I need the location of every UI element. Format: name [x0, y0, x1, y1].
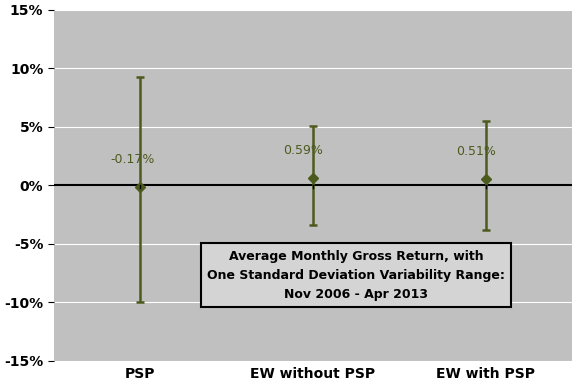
Text: 0.59%: 0.59% [283, 144, 323, 157]
Text: PSP: PSP [125, 367, 156, 381]
Text: -0.17%: -0.17% [111, 153, 155, 166]
Text: EW without PSP: EW without PSP [250, 367, 376, 381]
Text: EW with PSP: EW with PSP [436, 367, 535, 381]
Text: 0.51%: 0.51% [456, 145, 496, 158]
Text: Average Monthly Gross Return, with
One Standard Deviation Variability Range:
Nov: Average Monthly Gross Return, with One S… [207, 250, 505, 301]
